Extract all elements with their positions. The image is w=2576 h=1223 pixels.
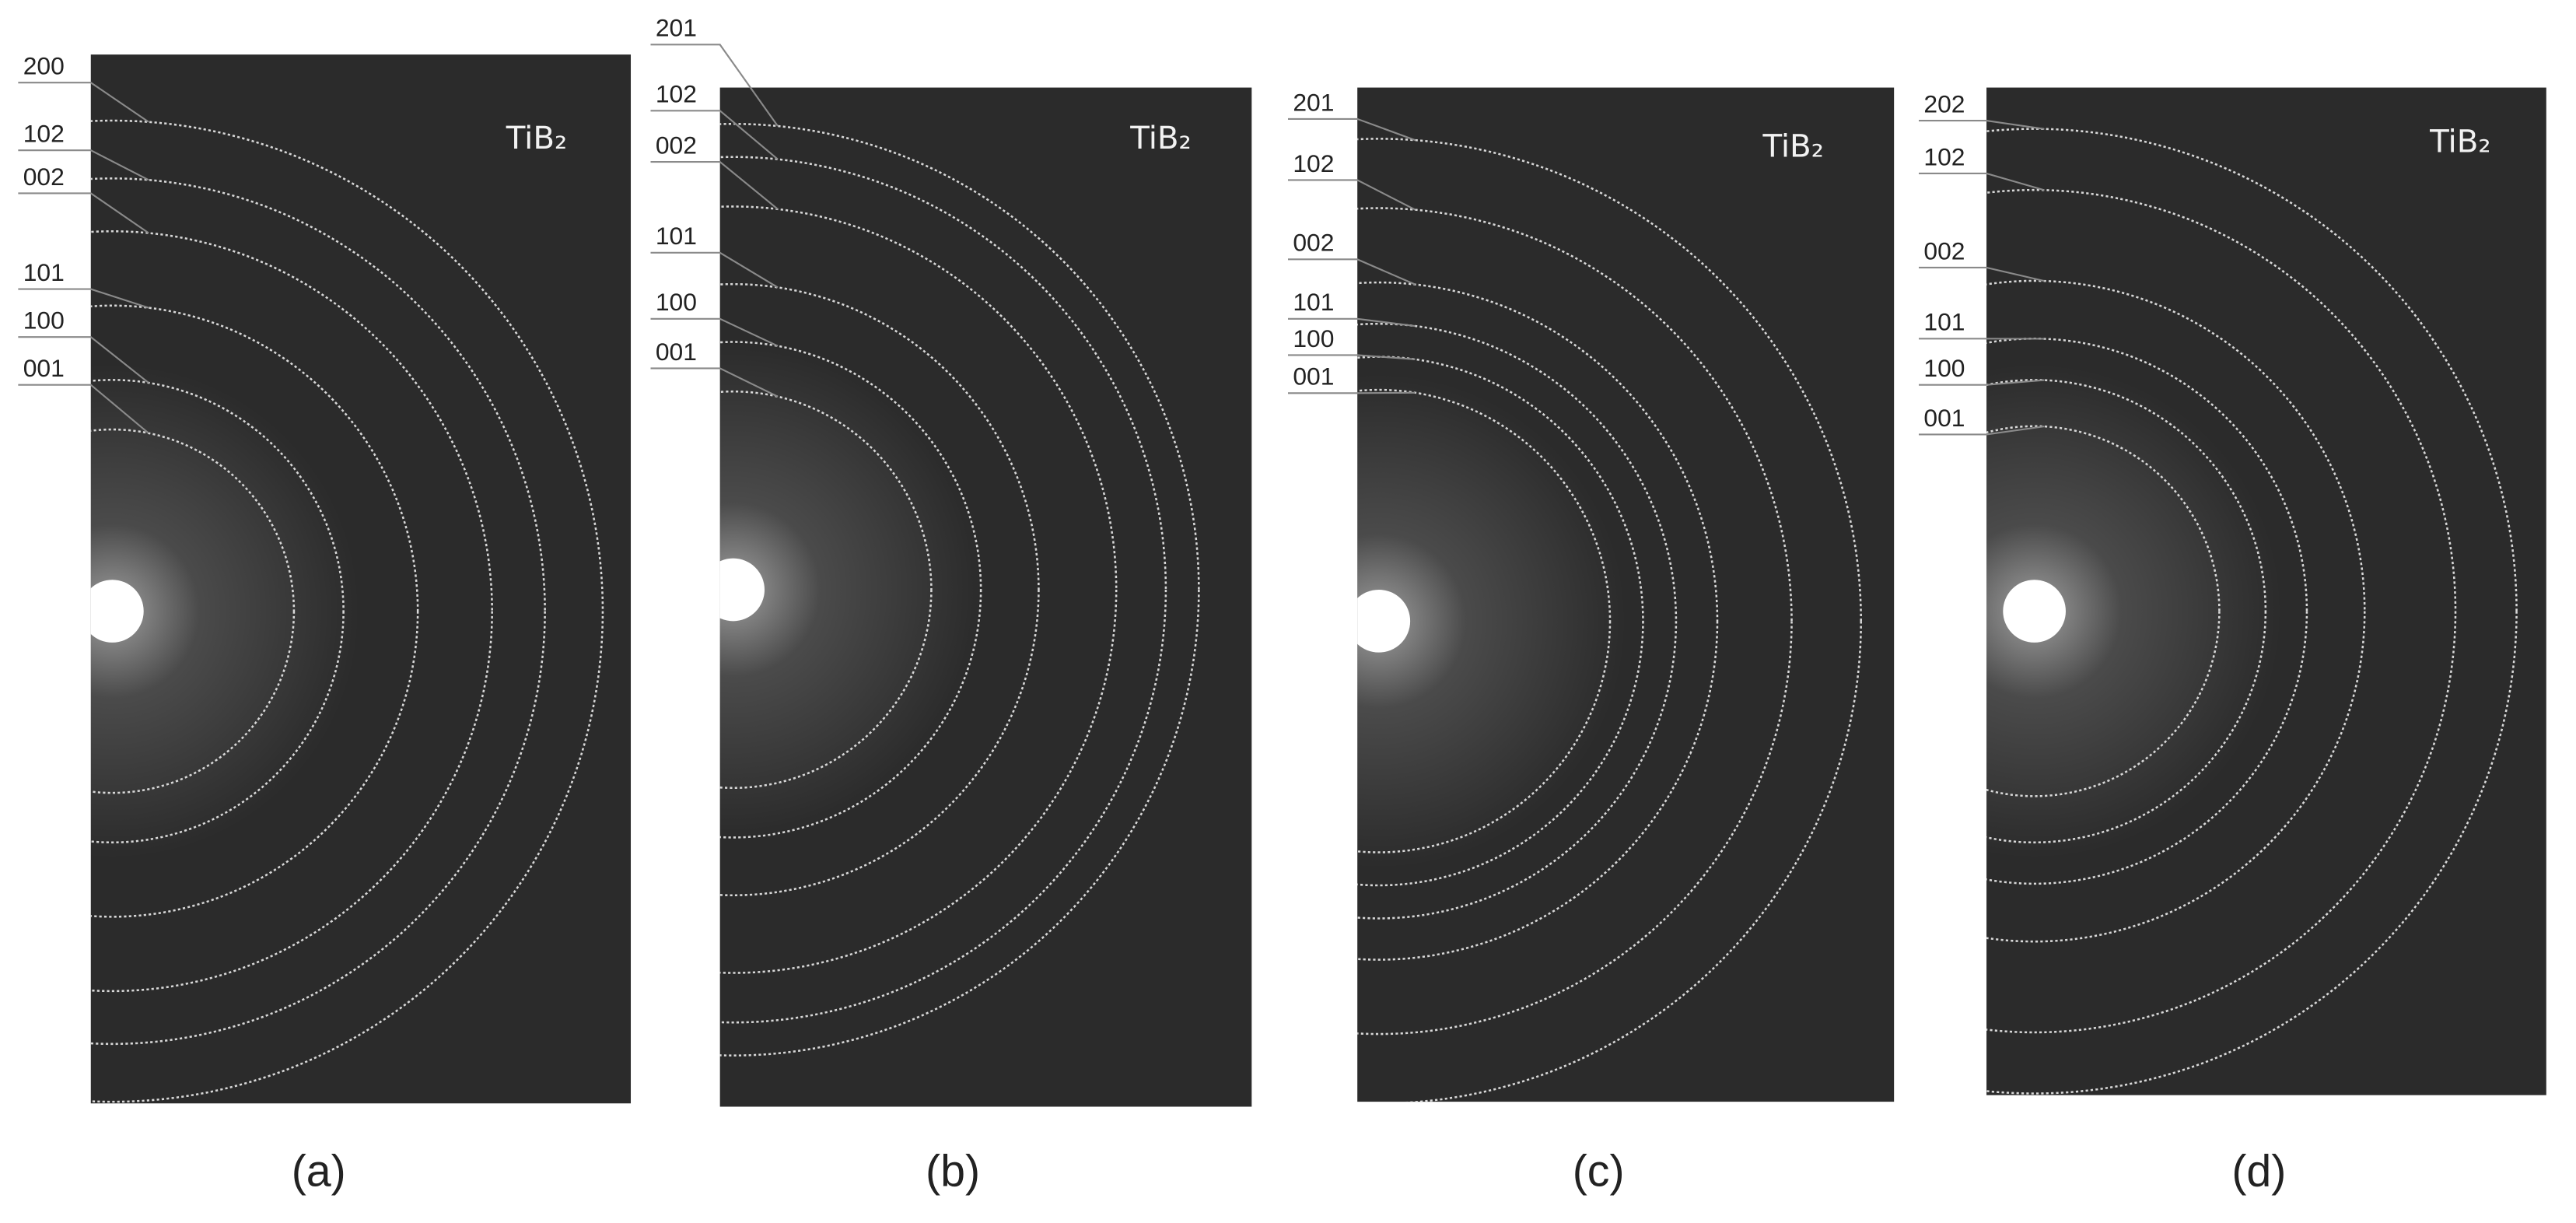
diffraction-ring: [1986, 128, 2518, 1095]
diffraction-ring: [1357, 323, 1678, 920]
panel-caption: (b): [926, 1146, 980, 1196]
leader-line: [1288, 354, 1416, 360]
leader-line: [1919, 119, 2045, 130]
diffraction-ring: [1357, 388, 1612, 853]
leader-line: [1919, 426, 2045, 436]
ring-label: 201: [1293, 88, 1334, 116]
beam-glow: [1357, 373, 1627, 869]
diffraction-panel: 200 102 002 101 100 001 TiB₂ (a): [18, 52, 632, 1196]
diffraction-ring: [719, 341, 982, 839]
ring-label: 102: [656, 80, 697, 108]
leader-line: [18, 336, 149, 384]
leader-line: [1919, 379, 2045, 386]
diffraction-ring: [90, 304, 419, 918]
diffraction-ring: [1357, 207, 1793, 1036]
ring-label: 100: [656, 288, 697, 316]
beam-glow: [719, 342, 982, 838]
leader-line: [1288, 391, 1416, 394]
ring-label: 101: [23, 258, 65, 286]
diffraction-ring: [1986, 189, 2457, 1034]
diffraction-ring: [90, 177, 546, 1045]
ring-label: 101: [1293, 288, 1334, 316]
ring-label: 102: [23, 120, 65, 148]
pattern-content: [1357, 138, 1862, 1102]
pattern-content: [90, 119, 604, 1103]
leader-line: [18, 82, 149, 123]
leader-line: [1288, 179, 1416, 211]
ring-label: 100: [1923, 354, 1965, 382]
leader-line: [650, 44, 779, 127]
diffraction-ring: [1986, 279, 2366, 943]
diffraction-ring: [90, 428, 296, 794]
material-label: TiB₂: [1762, 128, 1823, 165]
diffraction-ring: [719, 283, 1040, 896]
leader-line: [1919, 266, 2045, 282]
ring-label: 201: [656, 14, 697, 42]
leader-line: [1288, 317, 1416, 328]
diffraction-ring: [1357, 281, 1719, 961]
leader-line: [1288, 258, 1416, 286]
ring-label: 002: [656, 131, 697, 159]
central-beam: [1357, 589, 1411, 653]
diffraction-panel: 201 102 002 101 100 001 TiB₂ (c): [1288, 87, 1895, 1196]
ring-label: 102: [1293, 149, 1334, 177]
leader-line: [1919, 172, 2045, 191]
panel-caption: (d): [2231, 1146, 2286, 1196]
diffraction-ring: [719, 391, 933, 789]
diffraction-ring: [90, 379, 345, 843]
panel-caption: (a): [292, 1146, 346, 1196]
ring-label: 002: [1923, 237, 1965, 265]
diffraction-panel: 202 102 002 101 100 001 TiB₂ (d): [1919, 87, 2546, 1196]
diffraction-ring: [1357, 138, 1862, 1102]
diffraction-ring: [719, 205, 1118, 974]
material-label: TiB₂: [2429, 123, 2490, 159]
ring-label: 101: [1923, 308, 1965, 336]
leader-line: [650, 317, 779, 347]
ring-label: 100: [23, 307, 65, 335]
pattern-content: [719, 123, 1200, 1057]
beam-glow: [1986, 363, 2282, 859]
leader-line: [18, 384, 149, 434]
diffraction-ring: [90, 119, 604, 1103]
panel-caption: (c): [1573, 1146, 1625, 1196]
leader-line: [18, 149, 149, 181]
material-label: TiB₂: [1129, 120, 1191, 156]
leader-line: [650, 367, 779, 398]
diffraction-ring: [1986, 379, 2267, 843]
ring-label: 101: [656, 222, 697, 250]
central-beam: [2003, 580, 2066, 643]
ring-label: 001: [1293, 363, 1334, 391]
leader-line: [650, 251, 779, 289]
beam-glow: [90, 363, 360, 859]
diffraction-ring: [719, 123, 1200, 1057]
ring-label: 002: [1293, 229, 1334, 257]
leader-line: [650, 110, 779, 160]
leader-line: [18, 288, 149, 309]
central-beam: [719, 558, 765, 622]
leader-line: [18, 192, 149, 234]
ring-label: 001: [23, 354, 65, 382]
ring-label: 001: [1923, 404, 1965, 432]
leader-line: [650, 161, 779, 210]
ring-label: 200: [23, 52, 65, 80]
diffraction-ring: [719, 156, 1167, 1024]
ring-label: 100: [1293, 324, 1334, 352]
leader-line: [1288, 117, 1416, 142]
ring-label: 001: [656, 338, 697, 366]
ring-label: 202: [1923, 89, 1965, 117]
diffraction-ring: [90, 230, 493, 993]
central-beam: [90, 580, 144, 643]
material-label: TiB₂: [506, 120, 567, 156]
diffraction-panel: 201 102 002 101 100 001 TiB₂ (b): [650, 14, 1252, 1196]
ring-label: 102: [1923, 142, 1965, 170]
diffraction-ring: [1986, 425, 2221, 797]
ring-label: 002: [23, 163, 65, 191]
